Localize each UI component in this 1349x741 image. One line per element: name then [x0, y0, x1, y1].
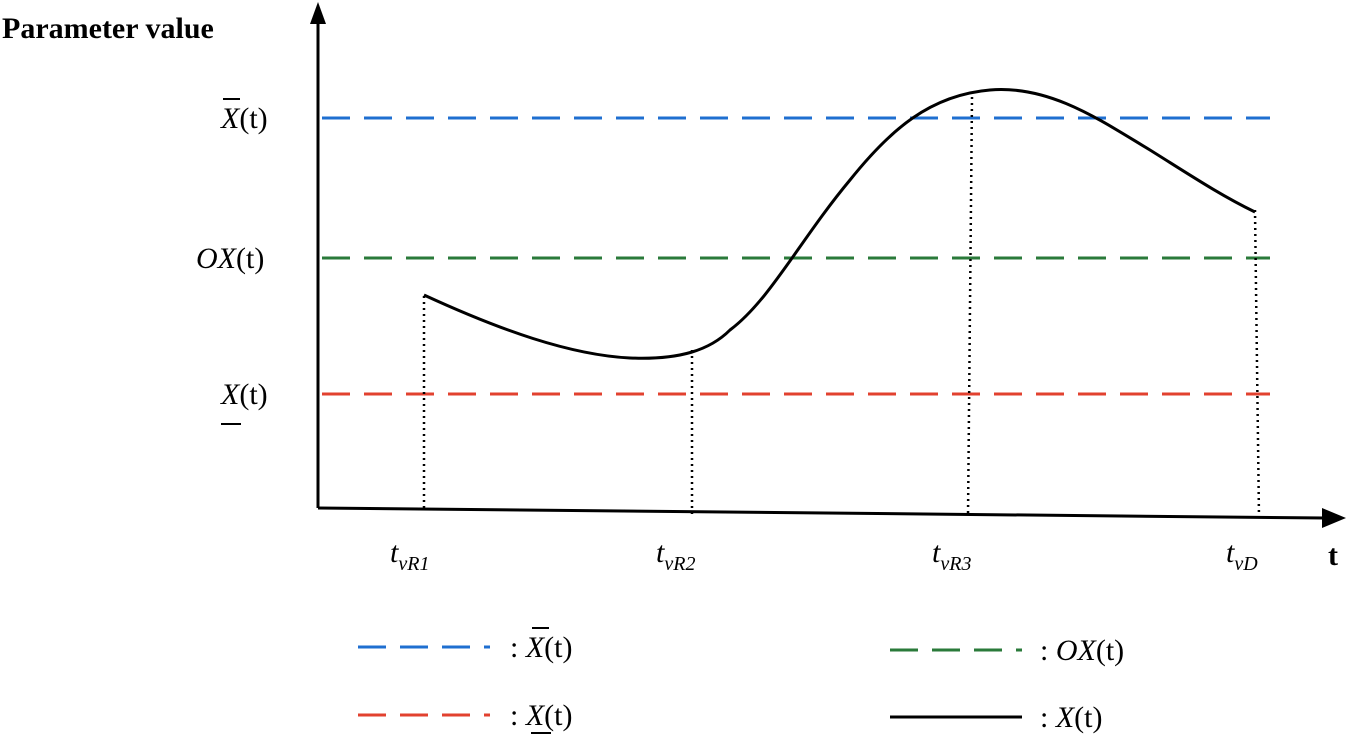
- svg-text:X(t): X(t): [220, 102, 268, 135]
- svg-text:X(t): X(t): [220, 378, 268, 411]
- svg-text:: X(t): : X(t): [1040, 701, 1103, 734]
- lower-limit-label: X(t): [220, 378, 268, 425]
- legend-item-upper: : X(t): [358, 627, 573, 664]
- x-axis: [317, 506, 1326, 520]
- time-mark-3: tνR3: [932, 536, 971, 575]
- time-mark-2: tνR2: [656, 536, 695, 575]
- parameter-curve: [423, 88, 1256, 360]
- drop-line-3: [966, 96, 974, 517]
- y-axis-arrow: [310, 2, 326, 24]
- x-axis-title: t: [1328, 539, 1338, 572]
- legend-item-curve: : X(t): [890, 701, 1103, 734]
- legend-item-optimal: : OX(t): [890, 634, 1124, 667]
- drop-line-4: [1253, 209, 1261, 519]
- legend-item-lower: : X(t): [358, 699, 573, 734]
- legend: : X(t) : OX(t) : X(t) : X(t): [358, 627, 1124, 734]
- upper-limit-label: X(t): [220, 98, 268, 135]
- svg-text:: X(t): : X(t): [510, 699, 573, 732]
- y-axis-title: Parameter value: [2, 12, 214, 45]
- optimal-level-label: OX(t): [196, 242, 264, 275]
- svg-text:: X(t): : X(t): [510, 631, 573, 664]
- svg-text:OX(t): OX(t): [196, 242, 264, 275]
- svg-text:: OX(t): : OX(t): [1040, 634, 1124, 667]
- time-mark-1: tνR1: [390, 536, 429, 575]
- time-mark-4: tνD: [1226, 536, 1258, 575]
- x-axis-arrow: [1322, 508, 1346, 528]
